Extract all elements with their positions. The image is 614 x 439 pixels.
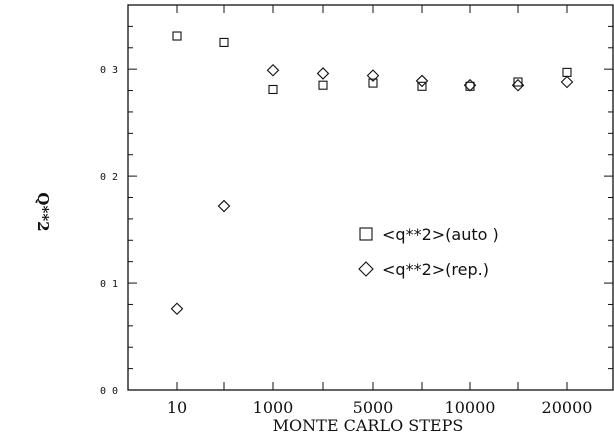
- data-point-auto: [318, 80, 328, 90]
- y-tick-label: 0 0: [100, 386, 118, 397]
- legend-label-auto: <q**2>(auto ): [382, 225, 499, 244]
- data-point-auto: [562, 67, 572, 77]
- data-point-rep: [316, 67, 330, 80]
- data-point-auto: [172, 31, 182, 41]
- data-point-auto: [268, 84, 278, 95]
- data-point-rep: [366, 69, 380, 82]
- y-tick-label: 0 1: [100, 279, 118, 290]
- data-point-rep: [170, 302, 184, 315]
- x-axis: 10 1000 5000 10000 20000: [167, 5, 593, 417]
- data-point-rep: [415, 74, 429, 88]
- legend-diamond-marker: [358, 261, 374, 277]
- data-point-auto: [368, 78, 378, 88]
- y-axis-title: Q**2: [34, 192, 52, 231]
- data-point-auto: [219, 37, 229, 47]
- data-marks: [170, 31, 574, 315]
- data-point-rep: [511, 78, 525, 92]
- data-point-rep: [560, 75, 574, 89]
- x-tick-label: 1000: [253, 398, 294, 417]
- x-tick-label: 10000: [445, 398, 496, 417]
- data-point-auto: [417, 81, 427, 91]
- data-point-rep: [217, 199, 231, 213]
- x-tick-label: 5000: [353, 398, 394, 417]
- legend-label-rep: <q**2>(rep.): [382, 260, 489, 279]
- x-tick-label: 10: [167, 398, 187, 417]
- legend: <q**2>(auto ) <q**2>(rep.): [358, 225, 499, 279]
- data-point-rep: [463, 78, 477, 92]
- x-tick-label: 20000: [542, 398, 593, 417]
- data-point-auto: [465, 81, 475, 91]
- plot-frame: [127, 4, 614, 391]
- y-tick-label: 0 3: [100, 65, 118, 76]
- y-axis: 0 0 0 1 0 2 0 3: [100, 25, 613, 397]
- data-point-rep: [266, 63, 280, 77]
- y-tick-label: 0 2: [100, 172, 118, 183]
- data-point-auto: [513, 77, 523, 87]
- x-axis-title: MONTE CARLO STEPS: [273, 416, 464, 435]
- legend-square-marker: [359, 227, 373, 241]
